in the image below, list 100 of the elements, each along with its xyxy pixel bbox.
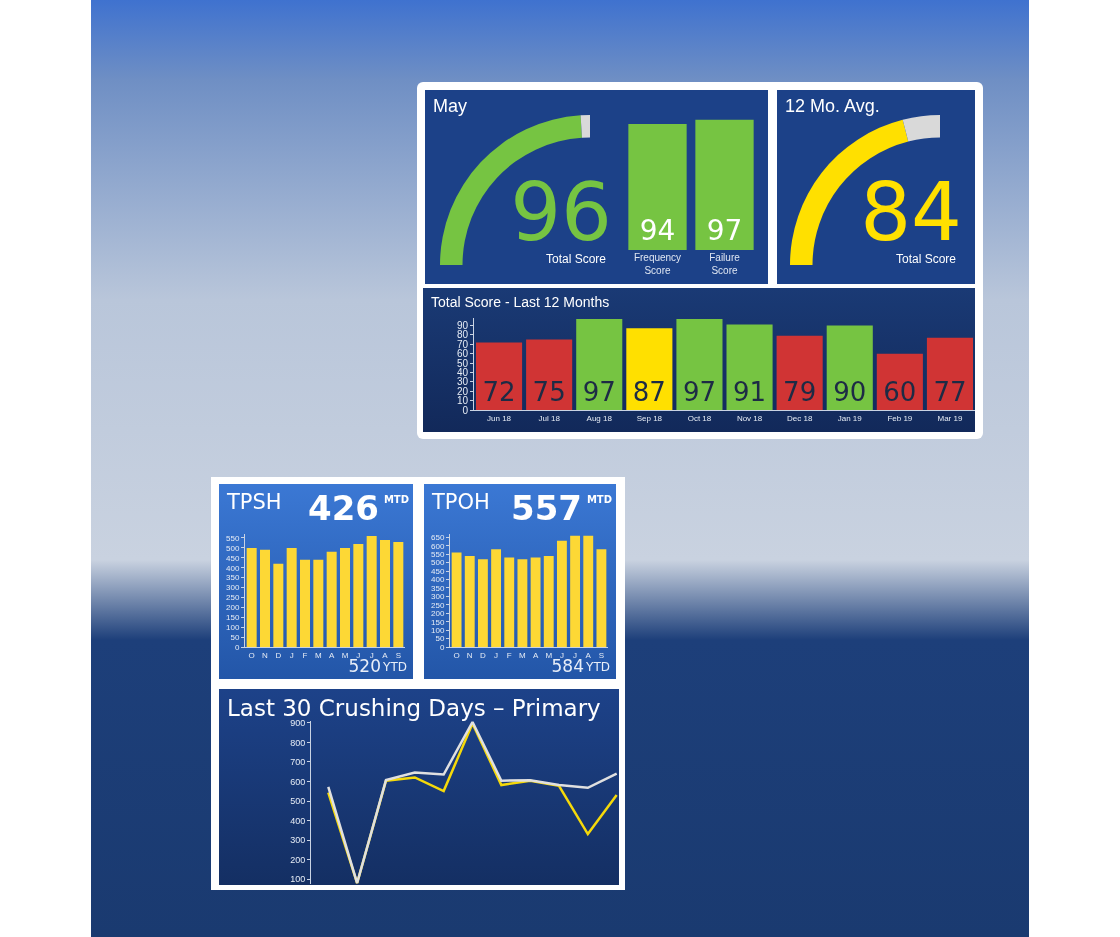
y-tick-label: 60 xyxy=(456,348,469,360)
bar xyxy=(530,557,541,647)
bar xyxy=(464,555,475,647)
y-tick-label: 300 xyxy=(290,835,306,846)
y-tick-label: 400 xyxy=(431,575,445,585)
bar xyxy=(526,339,573,410)
y-tick-label: 650 xyxy=(431,533,445,543)
x-tick-label: J xyxy=(559,650,564,660)
y-tick-label: 50 xyxy=(435,634,445,644)
y-tick-label: 0 xyxy=(462,404,469,416)
text: 557 xyxy=(511,488,582,528)
y-tick-label: 50 xyxy=(230,632,240,642)
y-tick-label: 0 xyxy=(439,642,445,652)
text: MTD xyxy=(383,494,409,505)
x-tick-label: Dec 18 xyxy=(786,413,813,423)
x-tick-label: Jan 19 xyxy=(837,413,863,423)
y-tick-label: 400 xyxy=(290,815,306,826)
y-tick-label: 350 xyxy=(431,583,445,593)
x-tick-label: Aug 18 xyxy=(586,413,613,423)
slice-label: Total Score xyxy=(545,252,606,266)
y-tick-label: 800 xyxy=(290,737,306,748)
bar xyxy=(300,559,310,647)
y-tick-label: 600 xyxy=(290,776,306,787)
x-tick-label: J xyxy=(369,650,374,660)
x-tick-label: A xyxy=(532,650,539,660)
x-tick-label: D xyxy=(275,650,282,660)
data-label: 94 xyxy=(639,214,676,247)
bar xyxy=(313,559,324,647)
y-tick-label: 900 xyxy=(290,718,306,729)
bar xyxy=(451,552,462,647)
y-tick-label: 500 xyxy=(226,543,240,553)
x-tick-label: M xyxy=(519,650,527,660)
text: YTD xyxy=(586,660,610,674)
y-tick-label: 0 xyxy=(234,642,240,652)
y-tick-label: 450 xyxy=(431,566,445,576)
y-tick-label: 50 xyxy=(456,357,469,369)
bar xyxy=(246,547,257,647)
data-label: 79 xyxy=(783,377,817,407)
chart-title: Total Score - Last 12 Months xyxy=(431,294,610,310)
slice-label: Total Score xyxy=(895,252,956,266)
x-tick-label: J xyxy=(356,650,361,660)
data-label: 90 xyxy=(833,377,867,407)
x-tick-label: A xyxy=(585,650,592,660)
bar xyxy=(676,318,723,410)
chart-title: 12 Mo. Avg. xyxy=(785,96,880,117)
data-label: 97 xyxy=(582,377,616,407)
x-tick-label: Failure Score xyxy=(709,252,741,276)
y-tick-label: 500 xyxy=(431,558,445,568)
x-tick-label: A xyxy=(382,650,389,660)
y-tick-label: 400 xyxy=(226,563,240,573)
chart-title: TPOH xyxy=(432,490,490,514)
bar xyxy=(353,543,364,647)
y-tick-label: 300 xyxy=(226,583,240,593)
y-tick-label: 200 xyxy=(290,854,306,865)
x-tick-label: M xyxy=(341,650,349,660)
x-tick-label: Jul 18 xyxy=(538,413,561,423)
x-tick-label: Nov 18 xyxy=(736,413,763,423)
bar xyxy=(491,549,502,647)
x-tick-label: M xyxy=(545,650,553,660)
y-tick-label: 150 xyxy=(431,617,445,627)
x-tick-label: F xyxy=(302,650,308,660)
y-tick-label: 10 xyxy=(456,395,469,407)
x-tick-label: M xyxy=(314,650,322,660)
data-label: 72 xyxy=(482,377,516,407)
x-tick-label: J xyxy=(494,650,499,660)
bar xyxy=(543,555,554,647)
bar xyxy=(583,535,594,647)
bar xyxy=(260,549,270,647)
bar xyxy=(393,541,404,647)
x-tick-label: N xyxy=(466,650,473,660)
x-tick-label: Mar 19 xyxy=(937,413,963,423)
y-tick-label: 100 xyxy=(431,625,445,635)
data-label: 91 xyxy=(733,377,767,407)
bar xyxy=(476,342,523,410)
x-tick-label: Sep 18 xyxy=(636,413,663,423)
y-tick-label: 550 xyxy=(226,533,240,543)
y-tick-label: 300 xyxy=(431,592,445,602)
bar xyxy=(326,551,337,647)
y-tick-label: 250 xyxy=(226,593,240,603)
bar xyxy=(726,324,773,410)
bar xyxy=(776,335,823,410)
text: MTD xyxy=(586,494,612,505)
bar xyxy=(517,559,528,647)
data-label: 87 xyxy=(632,377,666,407)
y-tick-label: 70 xyxy=(456,338,469,350)
y-tick-label: 350 xyxy=(226,573,240,583)
x-tick-label: S xyxy=(598,650,605,660)
bar xyxy=(380,539,390,647)
x-tick-label: N xyxy=(262,650,269,660)
y-tick-label: 100 xyxy=(290,874,306,885)
bar xyxy=(504,557,515,647)
data-label: 77 xyxy=(933,377,967,407)
text: YTD xyxy=(383,660,407,674)
bar xyxy=(626,328,673,410)
y-tick-label: 550 xyxy=(431,550,445,560)
y-tick-label: 450 xyxy=(226,553,240,563)
chart-title: TPSH xyxy=(227,490,282,514)
bar xyxy=(576,318,623,410)
y-tick-label: 500 xyxy=(290,796,306,807)
y-tick-label: 200 xyxy=(431,609,445,619)
